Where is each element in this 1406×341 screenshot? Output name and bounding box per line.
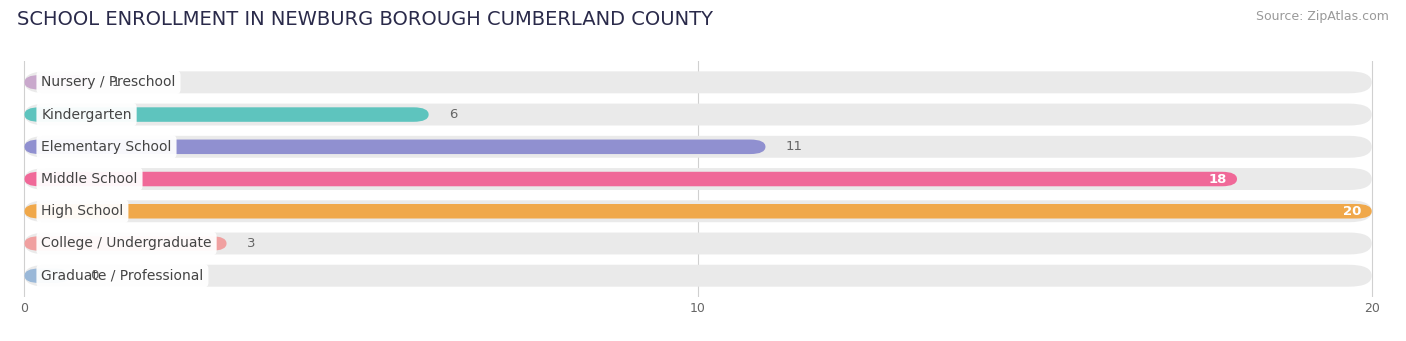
Text: 1: 1 [112,76,121,89]
Text: 18: 18 [1209,173,1227,186]
Text: 0: 0 [90,269,98,282]
Text: SCHOOL ENROLLMENT IN NEWBURG BOROUGH CUMBERLAND COUNTY: SCHOOL ENROLLMENT IN NEWBURG BOROUGH CUM… [17,10,713,29]
Text: Kindergarten: Kindergarten [41,107,132,121]
FancyBboxPatch shape [24,107,429,122]
FancyBboxPatch shape [24,233,1372,254]
Text: Graduate / Professional: Graduate / Professional [41,269,204,283]
Text: College / Undergraduate: College / Undergraduate [41,237,212,251]
FancyBboxPatch shape [24,75,91,90]
FancyBboxPatch shape [24,268,70,283]
FancyBboxPatch shape [24,265,1372,287]
Text: 3: 3 [247,237,256,250]
FancyBboxPatch shape [24,204,1372,219]
FancyBboxPatch shape [24,200,1372,222]
Text: 20: 20 [1343,205,1361,218]
FancyBboxPatch shape [24,168,1372,190]
FancyBboxPatch shape [24,136,1372,158]
Text: Source: ZipAtlas.com: Source: ZipAtlas.com [1256,10,1389,23]
Text: 11: 11 [786,140,803,153]
Text: Nursery / Preschool: Nursery / Preschool [41,75,176,89]
Text: Middle School: Middle School [41,172,138,186]
Text: Elementary School: Elementary School [41,140,172,154]
FancyBboxPatch shape [24,104,1372,125]
Text: 6: 6 [449,108,457,121]
Text: High School: High School [41,204,124,218]
FancyBboxPatch shape [24,172,1237,186]
FancyBboxPatch shape [24,236,226,251]
FancyBboxPatch shape [24,71,1372,93]
FancyBboxPatch shape [24,139,765,154]
